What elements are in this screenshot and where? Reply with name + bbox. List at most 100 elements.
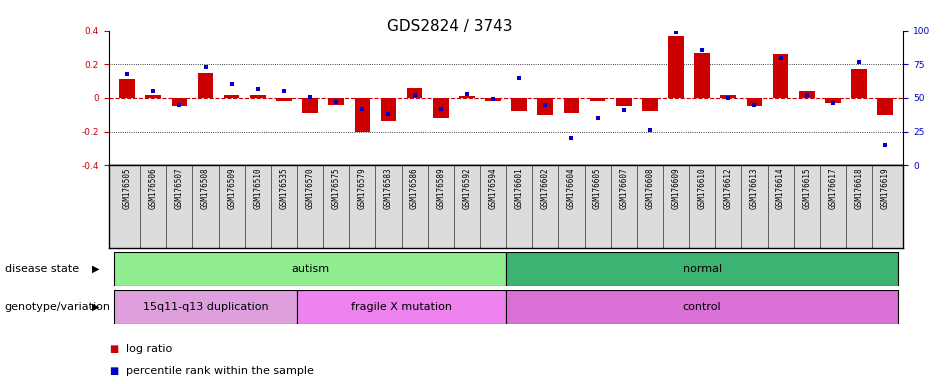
Bar	[146, 94, 161, 98]
Point	[590, 115, 605, 121]
Bar	[589, 98, 605, 101]
Text: GSM176575: GSM176575	[332, 167, 341, 209]
Bar	[694, 53, 710, 98]
Text: ▶: ▶	[92, 302, 99, 312]
Text: GSM176610: GSM176610	[697, 167, 707, 209]
Text: GSM176607: GSM176607	[620, 167, 628, 209]
Text: fragile X mutation: fragile X mutation	[351, 302, 452, 312]
Point	[198, 64, 213, 70]
Text: ■: ■	[109, 344, 118, 354]
Bar	[798, 91, 815, 98]
Text: GSM176586: GSM176586	[411, 167, 419, 209]
Point	[355, 106, 370, 112]
Bar	[459, 96, 475, 98]
Text: ■: ■	[109, 366, 118, 376]
Point	[616, 107, 631, 113]
Bar	[773, 54, 788, 98]
Text: GSM176506: GSM176506	[149, 167, 158, 209]
Point	[694, 46, 710, 53]
Bar	[512, 98, 527, 111]
Bar	[851, 70, 867, 98]
Bar	[328, 98, 344, 104]
Text: GSM176535: GSM176535	[279, 167, 289, 209]
Bar	[171, 98, 187, 106]
Point	[564, 135, 579, 141]
Bar	[616, 98, 632, 106]
Point	[721, 95, 736, 101]
Bar	[276, 98, 291, 101]
Text: GSM176508: GSM176508	[201, 167, 210, 209]
Bar	[506, 252, 898, 286]
Point	[224, 81, 239, 88]
Bar	[119, 79, 135, 98]
Point	[276, 88, 291, 94]
Bar	[198, 73, 214, 98]
Text: 15q11-q13 duplication: 15q11-q13 duplication	[143, 302, 269, 312]
Point	[119, 71, 134, 77]
Text: autism: autism	[291, 264, 329, 274]
Point	[825, 100, 840, 106]
Bar	[537, 98, 553, 115]
Point	[250, 85, 265, 91]
Text: GSM176592: GSM176592	[463, 167, 471, 209]
Bar	[564, 98, 579, 113]
Text: normal: normal	[683, 264, 722, 274]
Point	[485, 96, 500, 102]
Text: GSM176612: GSM176612	[724, 167, 733, 209]
Bar	[407, 88, 423, 98]
Point	[773, 55, 788, 61]
Bar	[642, 98, 657, 111]
Text: GSM176615: GSM176615	[802, 167, 812, 209]
Text: GSM176608: GSM176608	[645, 167, 655, 209]
Bar	[485, 98, 500, 101]
Text: GSM176510: GSM176510	[254, 167, 262, 209]
Point	[460, 91, 475, 97]
Bar	[114, 290, 297, 324]
Bar	[380, 98, 396, 121]
Point	[303, 93, 318, 99]
Text: GSM176594: GSM176594	[488, 167, 498, 209]
Bar	[746, 98, 762, 106]
Bar	[250, 94, 266, 98]
Bar	[877, 98, 893, 115]
Text: GSM176602: GSM176602	[541, 167, 550, 209]
Bar	[355, 98, 370, 131]
Point	[146, 88, 161, 94]
Point	[407, 92, 422, 98]
Text: GDS2824 / 3743: GDS2824 / 3743	[387, 19, 512, 34]
Text: GSM176617: GSM176617	[829, 167, 837, 209]
Text: ▶: ▶	[92, 264, 99, 274]
Bar	[302, 98, 318, 113]
Text: GSM176589: GSM176589	[436, 167, 446, 209]
Bar	[668, 36, 684, 98]
Bar	[224, 94, 239, 98]
Point	[747, 101, 762, 108]
Text: GSM176613: GSM176613	[750, 167, 759, 209]
Point	[851, 58, 867, 65]
Point	[328, 99, 343, 105]
Text: GSM176509: GSM176509	[227, 167, 236, 209]
Text: GSM176583: GSM176583	[384, 167, 393, 209]
Text: control: control	[683, 302, 722, 312]
Point	[799, 92, 815, 98]
Text: GSM176505: GSM176505	[123, 167, 131, 209]
Point	[381, 111, 396, 117]
Text: GSM176601: GSM176601	[515, 167, 524, 209]
Point	[512, 74, 527, 81]
Text: genotype/variation: genotype/variation	[5, 302, 111, 312]
Bar	[297, 290, 506, 324]
Point	[878, 142, 893, 148]
Text: percentile rank within the sample: percentile rank within the sample	[126, 366, 314, 376]
Text: GSM176614: GSM176614	[776, 167, 785, 209]
Bar	[433, 98, 448, 118]
Point	[433, 106, 448, 112]
Text: GSM176609: GSM176609	[672, 167, 680, 209]
Text: GSM176570: GSM176570	[306, 167, 315, 209]
Text: GSM176604: GSM176604	[567, 167, 576, 209]
Text: disease state: disease state	[5, 264, 79, 274]
Text: GSM176605: GSM176605	[593, 167, 602, 209]
Point	[642, 127, 657, 133]
Text: GSM176618: GSM176618	[854, 167, 864, 209]
Point	[537, 101, 552, 108]
Point	[172, 101, 187, 108]
